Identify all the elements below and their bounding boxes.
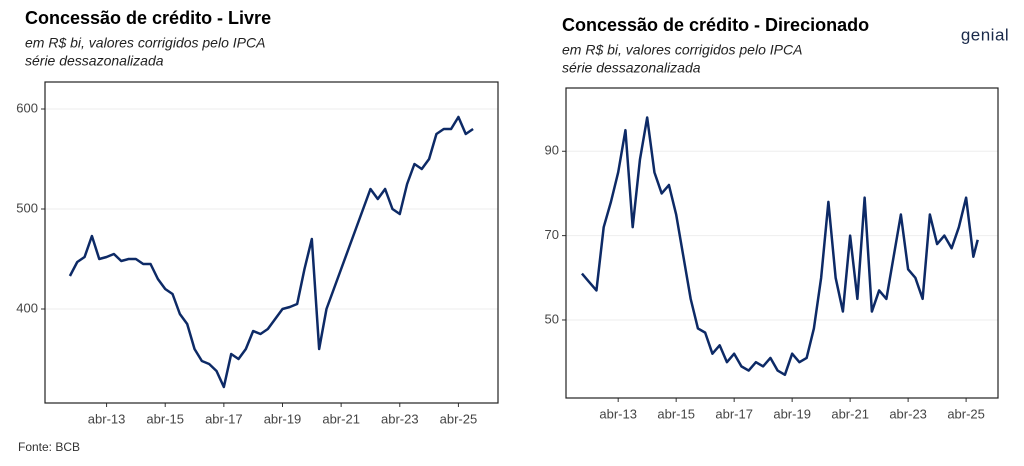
chart-subtitle: série dessazonalizada [25, 53, 164, 69]
y-tick-label: 50 [545, 311, 559, 326]
x-tick-label: abr-23 [381, 411, 419, 426]
chart-title: Concessão de crédito - Livre [25, 8, 271, 28]
plot-frame [44, 81, 499, 404]
chart-subtitle: em R$ bi, valores corrigidos pelo IPCA [562, 42, 802, 58]
y-tick-label: 500 [16, 200, 38, 215]
x-tick-label: abr-25 [440, 411, 478, 426]
x-tick-label: abr-15 [146, 411, 184, 426]
x-tick-label: abr-17 [205, 411, 243, 426]
x-tick-label: abr-13 [599, 406, 637, 421]
x-tick-label: abr-13 [88, 411, 126, 426]
x-tick-label: abr-19 [264, 411, 302, 426]
data-line [581, 116, 979, 377]
x-tick-label: abr-15 [657, 406, 695, 421]
chart-subtitle: série dessazonalizada [562, 60, 701, 76]
plot-frame [565, 87, 999, 399]
y-tick-label: 400 [16, 300, 38, 315]
x-tick-label: abr-19 [773, 406, 811, 421]
y-tick-label: 90 [545, 143, 559, 158]
data-line [68, 115, 474, 389]
y-tick-label: 70 [545, 227, 559, 242]
y-tick-label: 600 [16, 100, 38, 115]
x-tick-label: abr-21 [322, 411, 360, 426]
x-tick-label: abr-17 [715, 406, 753, 421]
logo: genial [961, 25, 1009, 44]
x-tick-label: abr-21 [831, 406, 869, 421]
source-note: Fonte: BCB [18, 440, 80, 454]
x-tick-label: abr-25 [947, 406, 985, 421]
chart-subtitle: em R$ bi, valores corrigidos pelo IPCA [25, 35, 265, 51]
x-tick-label: abr-23 [889, 406, 927, 421]
chart-title: Concessão de crédito - Direcionado [562, 15, 869, 35]
